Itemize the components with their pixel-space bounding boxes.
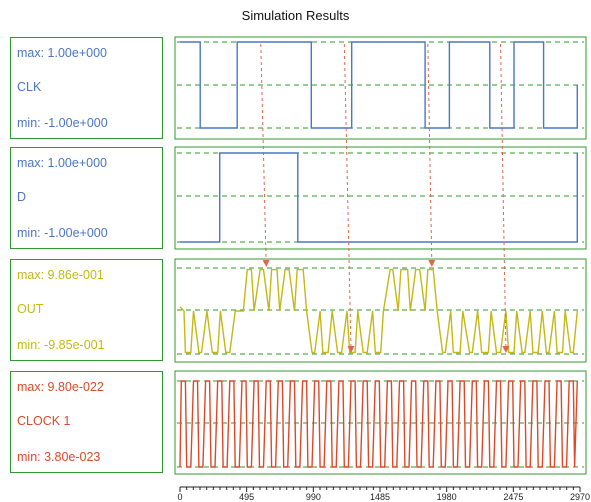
clk-max-label: max: 1.00e+000: [17, 46, 107, 60]
label-box-d: max: 1.00e+000 D min: -1.00e+000: [10, 147, 163, 249]
x-tick-label: 2970: [570, 492, 590, 502]
d-max-label: max: 1.00e+000: [17, 156, 107, 170]
causal-arrow-1: [260, 43, 270, 267]
clock1-name-label: CLOCK 1: [17, 414, 71, 428]
label-box-clock1: max: 9.80e-022 CLOCK 1 min: 3.80e-023: [10, 371, 163, 473]
label-box-clk: max: 1.00e+000 CLK min: -1.00e+000: [10, 37, 163, 139]
x-tick-label: 990: [306, 492, 321, 502]
d-min-label: min: -1.00e+000: [17, 226, 108, 240]
out-min-label: min: -9.85e-001: [17, 338, 105, 352]
out-max-label: max: 9.86e-001: [17, 268, 104, 282]
causal-arrow-3: [427, 43, 436, 267]
x-tick-label: 495: [239, 492, 254, 502]
x-tick-label: 2475: [503, 492, 523, 502]
clk-series-line: [180, 41, 578, 129]
clock1-min-label: min: 3.80e-023: [17, 450, 101, 464]
x-tick-label: 1485: [370, 492, 390, 502]
x-tick-label: 0: [177, 492, 182, 502]
clk-name-label: CLK: [17, 80, 42, 94]
d-series-line: [180, 152, 578, 243]
clock1-max-label: max: 9.80e-022: [17, 380, 104, 394]
label-box-out: max: 9.86e-001 OUT min: -9.85e-001: [10, 259, 163, 361]
clock1-series-line: [179, 380, 578, 468]
x-tick-label: 1980: [437, 492, 457, 502]
chart-title: Simulation Results: [241, 8, 350, 23]
out-series-line: [179, 268, 578, 354]
d-name-label: D: [17, 190, 27, 204]
clk-min-label: min: -1.00e+000: [17, 116, 108, 130]
clk-plot-frame: [174, 36, 587, 140]
out-name-label: OUT: [17, 302, 44, 316]
d-plot-frame: [174, 146, 587, 250]
